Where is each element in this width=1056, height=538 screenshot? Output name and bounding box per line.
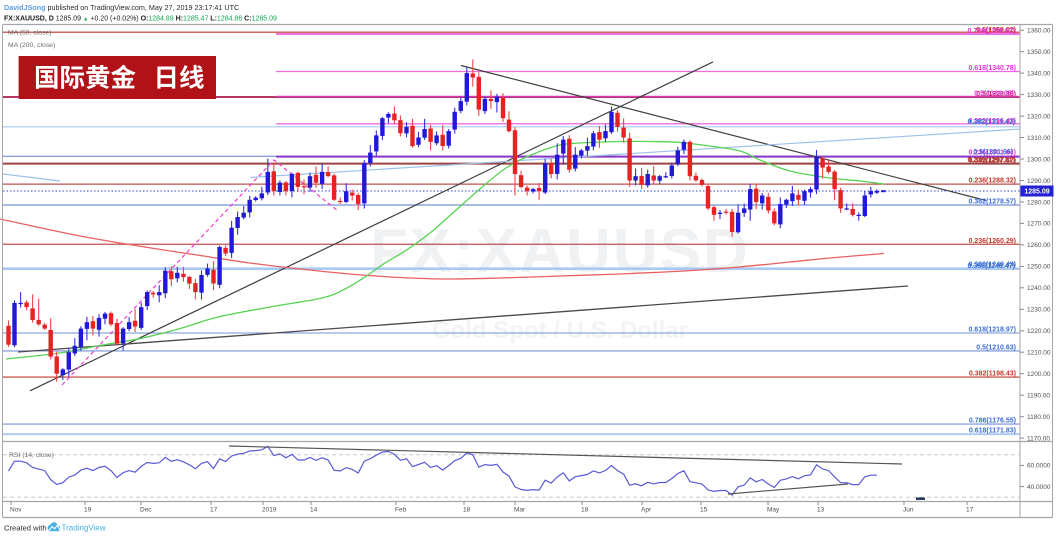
svg-text:0.236(1297.81): 0.236(1297.81) — [968, 157, 1015, 164]
svg-text:1180.00: 1180.00 — [1027, 414, 1050, 421]
svg-text:1220.00: 1220.00 — [1027, 328, 1051, 335]
svg-text:0.786(1176.55): 0.786(1176.55) — [969, 418, 1016, 425]
svg-text:1350.00: 1350.00 — [1027, 49, 1051, 56]
svg-text:TradingView: TradingView — [62, 524, 106, 533]
svg-text:1250.00: 1250.00 — [1027, 264, 1051, 271]
svg-text:0.382(1315.42): 0.382(1315.42) — [968, 119, 1015, 126]
svg-text:1300.00: 1300.00 — [1027, 156, 1051, 163]
svg-text:2019: 2019 — [262, 507, 277, 514]
svg-text:0.382(1249.43): 0.382(1249.43) — [969, 262, 1016, 269]
svg-text:1310.00: 1310.00 — [1027, 135, 1051, 142]
svg-text:1260.00: 1260.00 — [1027, 242, 1051, 249]
svg-text:0.618(1340.78): 0.618(1340.78) — [969, 65, 1016, 72]
svg-text:Dec: Dec — [140, 507, 152, 514]
svg-text:60.0000: 60.0000 — [1027, 463, 1051, 470]
svg-text:0.5(1210.63): 0.5(1210.63) — [976, 344, 1016, 351]
svg-text:Created with: Created with — [4, 524, 47, 533]
svg-text:May: May — [767, 507, 780, 514]
svg-text:0.368(1248.47): 0.368(1248.47) — [968, 263, 1015, 270]
svg-text:1290.00: 1290.00 — [1027, 178, 1051, 185]
svg-text:FX:XAUUSD: FX:XAUUSD — [370, 217, 750, 286]
svg-text:0.382(1297.87): 0.382(1297.87) — [969, 158, 1016, 165]
svg-text:Mar: Mar — [514, 507, 526, 514]
svg-text:0.786(1358.62): 0.786(1358.62) — [968, 28, 1015, 35]
svg-text:1200.00: 1200.00 — [1027, 371, 1051, 378]
svg-text:MA (200, close): MA (200, close) — [8, 42, 55, 49]
svg-text:0.618(1171.83): 0.618(1171.83) — [969, 428, 1016, 435]
svg-text:Gold Spot / U.S. Dollar: Gold Spot / U.S. Dollar — [432, 317, 688, 344]
svg-text:1170.00: 1170.00 — [1027, 435, 1050, 442]
svg-text:0.382(1278.57): 0.382(1278.57) — [969, 199, 1016, 206]
svg-text:1320.00: 1320.00 — [1027, 113, 1051, 120]
svg-text:0.618(1218.97): 0.618(1218.97) — [969, 327, 1016, 334]
svg-text:Apr: Apr — [641, 507, 652, 514]
svg-text:0.382(1316.43): 0.382(1316.43) — [969, 118, 1016, 125]
svg-text:13: 13 — [817, 507, 825, 514]
svg-text:1190.00: 1190.00 — [1027, 393, 1050, 400]
svg-text:1360.00: 1360.00 — [1027, 28, 1051, 35]
svg-text:1285.09: 1285.09 — [1024, 189, 1049, 196]
svg-text:0.236(1301.64): 0.236(1301.64) — [969, 150, 1016, 157]
svg-text:0.5(1359.02): 0.5(1359.02) — [976, 27, 1016, 34]
svg-text:1240.00: 1240.00 — [1027, 285, 1051, 292]
svg-text:1270.00: 1270.00 — [1027, 221, 1051, 228]
svg-text:0.236(1288.32): 0.236(1288.32) — [969, 178, 1016, 185]
svg-text:18: 18 — [581, 507, 589, 514]
svg-text:0.236(1260.29): 0.236(1260.29) — [969, 238, 1016, 245]
svg-text:18: 18 — [463, 507, 471, 514]
svg-text:15: 15 — [700, 507, 708, 514]
svg-text:17: 17 — [210, 507, 218, 514]
svg-text:17: 17 — [966, 507, 974, 514]
svg-text:14: 14 — [310, 507, 318, 514]
svg-text:Feb: Feb — [395, 507, 407, 514]
svg-text:1340.00: 1340.00 — [1027, 70, 1051, 77]
svg-text:40.0000: 40.0000 — [1027, 484, 1051, 491]
svg-text:0.5(1329.05): 0.5(1329.05) — [974, 91, 1014, 98]
svg-text:1230.00: 1230.00 — [1027, 307, 1051, 314]
svg-text:RSI (14, close): RSI (14, close) — [9, 452, 54, 459]
svg-text:1210.00: 1210.00 — [1027, 350, 1051, 357]
svg-text:FX:XAUUSD, D 1285.09 ▲ +0.20 (: FX:XAUUSD, D 1285.09 ▲ +0.20 (+0.02%) O:… — [4, 16, 277, 23]
svg-text:19: 19 — [84, 507, 92, 514]
svg-text:0.5(1328.86): 0.5(1328.86) — [976, 91, 1016, 98]
svg-text:MA (50, close): MA (50, close) — [8, 30, 51, 37]
svg-text:0.382(1198.43): 0.382(1198.43) — [969, 371, 1016, 378]
svg-text:Jun: Jun — [903, 507, 914, 514]
svg-text:0.5(1301.66): 0.5(1301.66) — [973, 149, 1013, 156]
svg-text:1330.00: 1330.00 — [1027, 92, 1051, 99]
svg-text:1280.00: 1280.00 — [1027, 199, 1051, 206]
svg-text:DavidJSong published on Tradin: DavidJSong published on TradingView.com,… — [4, 3, 239, 12]
svg-text:Nov: Nov — [10, 507, 22, 514]
